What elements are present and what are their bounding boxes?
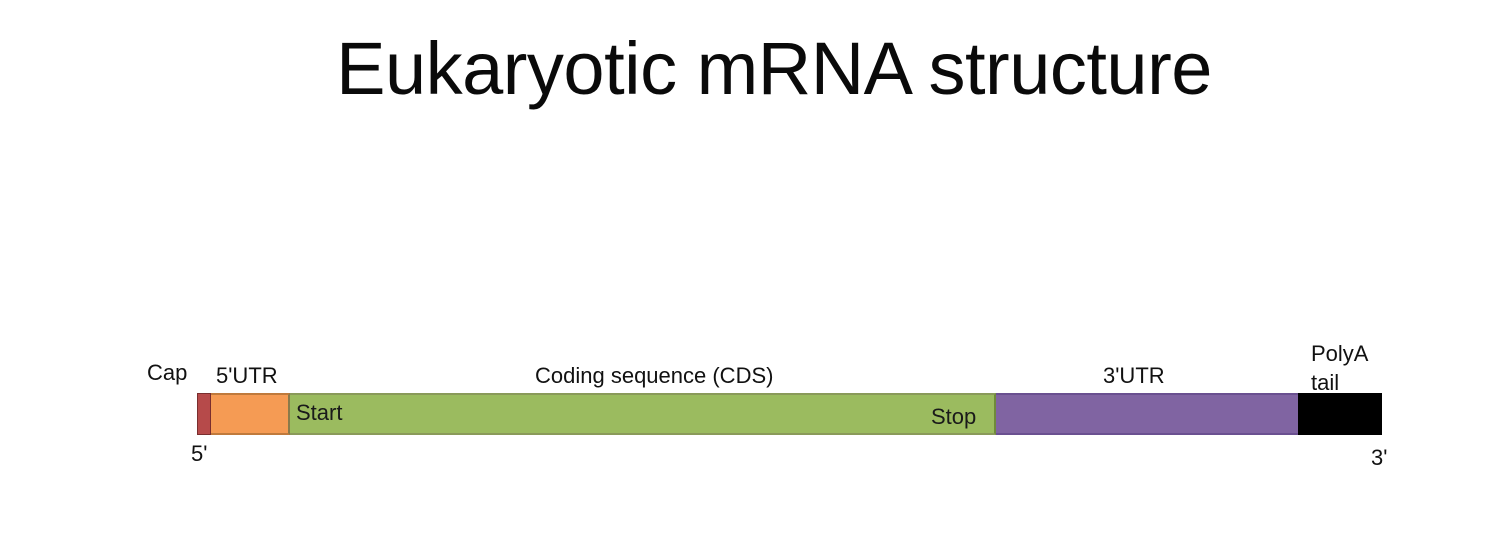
cap-segment <box>197 393 211 435</box>
utr5-segment <box>211 393 290 435</box>
three-prime-end-label: 3' <box>1371 445 1388 470</box>
start-codon-label: Start <box>296 400 343 425</box>
cap-label: Cap <box>147 360 188 385</box>
cds-label: Coding sequence (CDS) <box>535 363 774 388</box>
utr5-label: 5'UTR <box>216 363 278 388</box>
stop-codon-label: Stop <box>931 404 977 429</box>
five-prime-end-label: 5' <box>191 441 208 466</box>
polya-tail-segment <box>1298 393 1382 435</box>
utr3-segment <box>996 393 1298 435</box>
utr3-label: 3'UTR <box>1103 363 1165 388</box>
diagram-title: Eukaryotic mRNA structure <box>336 27 1212 110</box>
polya-label-line1: PolyA <box>1311 341 1369 366</box>
polya-label-line2: tail <box>1311 370 1340 395</box>
cds-segment <box>290 393 996 435</box>
